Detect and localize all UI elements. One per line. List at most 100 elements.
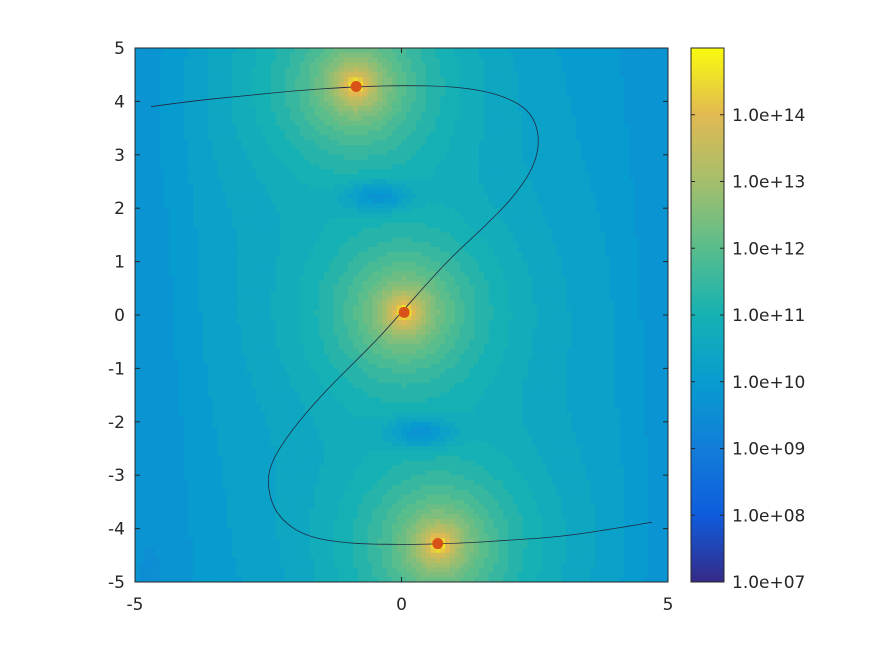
heatmap-cell (357, 120, 364, 127)
heatmap-cell (372, 67, 378, 73)
heatmap-cell (362, 52, 369, 59)
heatmap-cell (605, 169, 611, 175)
heatmap-cell (416, 111, 422, 117)
heatmap-cell (183, 77, 189, 83)
heatmap-cell (256, 57, 262, 64)
heatmap-cell (260, 67, 267, 73)
heatmap-cell (411, 179, 417, 185)
heatmap-cell (449, 198, 456, 204)
heatmap-cell (338, 57, 344, 64)
heatmap-cell (367, 203, 374, 209)
heatmap-cell (299, 174, 306, 180)
heatmap-cell (149, 179, 155, 185)
heatmap-cell (629, 154, 635, 161)
heatmap-cell (135, 261, 141, 268)
heatmap-cell (546, 125, 553, 132)
heatmap-cell (508, 96, 514, 102)
heatmap-cell (386, 183, 393, 190)
heatmap-cell (512, 120, 519, 127)
heatmap-cell (430, 62, 437, 69)
heatmap-cell (575, 130, 582, 136)
heatmap-cell (440, 213, 446, 219)
heatmap-cell (600, 193, 606, 200)
heatmap-cell (135, 203, 141, 209)
heatmap-cell (469, 261, 475, 268)
heatmap-cell (512, 62, 519, 69)
heatmap-cell (546, 198, 553, 204)
heatmap-cell (575, 256, 582, 263)
heatmap-cell (605, 208, 611, 214)
heatmap-cell (348, 266, 354, 272)
heatmap-cell (135, 198, 141, 204)
heatmap-cell (159, 183, 165, 190)
heatmap-cell (251, 154, 257, 161)
heatmap-cell (197, 125, 204, 132)
heatmap-cell (202, 237, 209, 243)
heatmap-cell (643, 256, 650, 263)
heatmap-cell (469, 159, 475, 166)
heatmap-cell (469, 179, 475, 185)
heatmap-cell (251, 164, 257, 170)
heatmap-cell (260, 120, 267, 127)
heatmap-cell (425, 48, 432, 54)
heatmap-cell (643, 145, 650, 151)
heatmap-cell (527, 251, 533, 258)
heatmap-cell (425, 208, 432, 214)
heatmap-cell (362, 188, 369, 195)
heatmap-cell (435, 169, 441, 175)
heatmap-cell (634, 125, 640, 132)
heatmap-cell (571, 174, 577, 180)
heatmap-cell (503, 193, 509, 200)
heatmap-cell (333, 179, 340, 185)
heatmap-cell (634, 222, 640, 229)
heatmap-cell (445, 62, 451, 69)
heatmap-cell (231, 101, 238, 107)
heatmap-cell (382, 232, 388, 238)
heatmap-cell (372, 183, 378, 190)
heatmap-cell (580, 179, 587, 185)
heatmap-cell (488, 125, 495, 132)
heatmap-cell (299, 86, 306, 93)
heatmap-cell (372, 213, 378, 219)
heatmap-cell (391, 208, 398, 214)
heatmap-cell (411, 125, 417, 132)
heatmap-cell (663, 222, 668, 229)
heatmap-cell (658, 164, 664, 170)
heatmap-cell (425, 256, 432, 263)
heatmap-cell (193, 86, 199, 93)
heatmap-cell (648, 48, 655, 54)
heatmap-cell (517, 256, 524, 263)
heatmap-cell (488, 174, 495, 180)
heatmap-cell (643, 232, 650, 238)
heatmap-cell (139, 86, 146, 93)
heatmap-cell (135, 101, 141, 107)
heatmap-cell (619, 179, 625, 185)
heatmap-cell (333, 232, 340, 238)
heatmap-cell (648, 77, 655, 83)
heatmap-cell (207, 77, 214, 83)
heatmap-cell (348, 81, 354, 88)
heatmap-cell (328, 203, 335, 209)
heatmap-cell (246, 183, 252, 190)
heatmap-cell (658, 154, 664, 161)
heatmap-cell (585, 91, 592, 98)
heatmap-cell (193, 120, 199, 127)
heatmap-cell (614, 52, 621, 59)
heatmap-cell (212, 96, 218, 102)
heatmap-cell (207, 169, 214, 175)
heatmap-cell (353, 179, 359, 185)
heatmap-cell (449, 135, 456, 141)
heatmap-cell (430, 91, 437, 98)
heatmap-cell (440, 203, 446, 209)
heatmap-cell (222, 86, 228, 93)
heatmap-cell (222, 256, 228, 263)
heatmap-cell (634, 67, 640, 73)
heatmap-cell (566, 232, 572, 238)
heatmap-cell (222, 145, 228, 151)
heatmap-cell (474, 203, 480, 209)
heatmap-cell (270, 57, 277, 64)
heatmap-cell (498, 140, 504, 146)
heatmap-cell (624, 125, 630, 132)
heatmap-cell (469, 48, 475, 54)
heatmap-cell (483, 77, 490, 83)
